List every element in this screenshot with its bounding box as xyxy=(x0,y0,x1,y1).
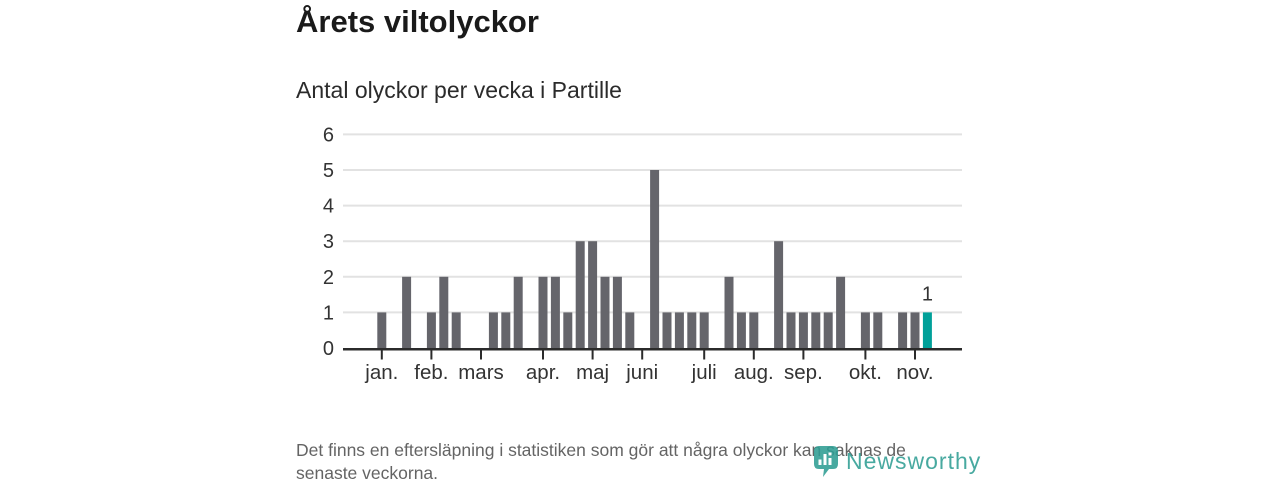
y-axis-tick-label: 3 xyxy=(323,231,334,253)
bar xyxy=(736,312,746,348)
x-axis-month-label: juni xyxy=(625,361,658,384)
bar xyxy=(538,276,548,348)
y-axis-tick-label: 5 xyxy=(323,160,334,182)
bar xyxy=(600,276,610,348)
footnote-line: senaste veckorna. xyxy=(296,463,439,480)
bar xyxy=(910,312,920,348)
bar xyxy=(563,312,573,348)
x-axis-month-label: apr. xyxy=(526,361,560,384)
bar xyxy=(823,312,833,348)
bar xyxy=(687,312,697,348)
bar xyxy=(402,276,412,348)
bar xyxy=(873,312,883,348)
y-axis-tick-label: 1 xyxy=(323,302,334,324)
bar xyxy=(811,312,821,348)
highlighted-bar xyxy=(922,312,932,348)
newsworthy-pin-icon xyxy=(814,446,838,477)
x-axis-month-label: nov. xyxy=(896,361,933,384)
bar xyxy=(575,241,585,348)
y-axis-tick-label: 4 xyxy=(323,196,334,218)
y-axis-tick-label: 2 xyxy=(323,267,334,289)
x-axis-month-label: jan. xyxy=(364,361,398,384)
footnote: Det finns en eftersläpning i statistiken… xyxy=(296,439,986,480)
bar xyxy=(724,276,734,348)
bar xyxy=(625,312,635,348)
x-axis-month-label: okt. xyxy=(849,361,882,384)
bar xyxy=(650,170,660,348)
x-axis-month-label: mars xyxy=(458,361,504,384)
footnote-line: Det finns en eftersläpning i statistiken… xyxy=(296,440,906,460)
bar xyxy=(612,276,622,348)
bar xyxy=(749,312,759,348)
bar xyxy=(836,276,846,348)
newsworthy-wordmark: Newsworthy xyxy=(846,448,982,474)
bar xyxy=(774,241,784,348)
chart-subtitle: Antal olyckor per vecka i Partille xyxy=(296,77,622,103)
chart-title: Årets viltolyckor xyxy=(296,4,539,39)
bar xyxy=(439,276,449,348)
bar xyxy=(674,312,684,348)
newsworthy-logo: Newsworthy xyxy=(814,446,981,477)
bar xyxy=(488,312,498,348)
bar-chart: 0 1 2 3 4 5 6 jan. feb. mars apr. maj juni juli aug. se… xyxy=(323,124,962,384)
y-axis-tick-label: 6 xyxy=(323,124,334,146)
x-axis-month-label: sep. xyxy=(784,361,823,384)
bar xyxy=(860,312,870,348)
x-axis-month-label: feb. xyxy=(414,361,448,384)
bar xyxy=(513,276,523,348)
bar-value-label: 1 xyxy=(922,283,933,305)
bar xyxy=(798,312,808,348)
bar xyxy=(501,312,511,348)
bar xyxy=(699,312,709,348)
bar xyxy=(451,312,461,348)
bar xyxy=(377,312,387,348)
bar xyxy=(786,312,796,348)
bar xyxy=(426,312,436,348)
x-axis-month-label: aug. xyxy=(734,361,774,384)
bar xyxy=(550,276,560,348)
bar xyxy=(662,312,672,348)
x-axis-month-label: maj xyxy=(576,361,609,384)
y-axis-tick-label: 0 xyxy=(323,338,334,360)
bar xyxy=(898,312,908,348)
x-axis-month-label: juli xyxy=(691,361,717,384)
bar xyxy=(588,241,598,348)
